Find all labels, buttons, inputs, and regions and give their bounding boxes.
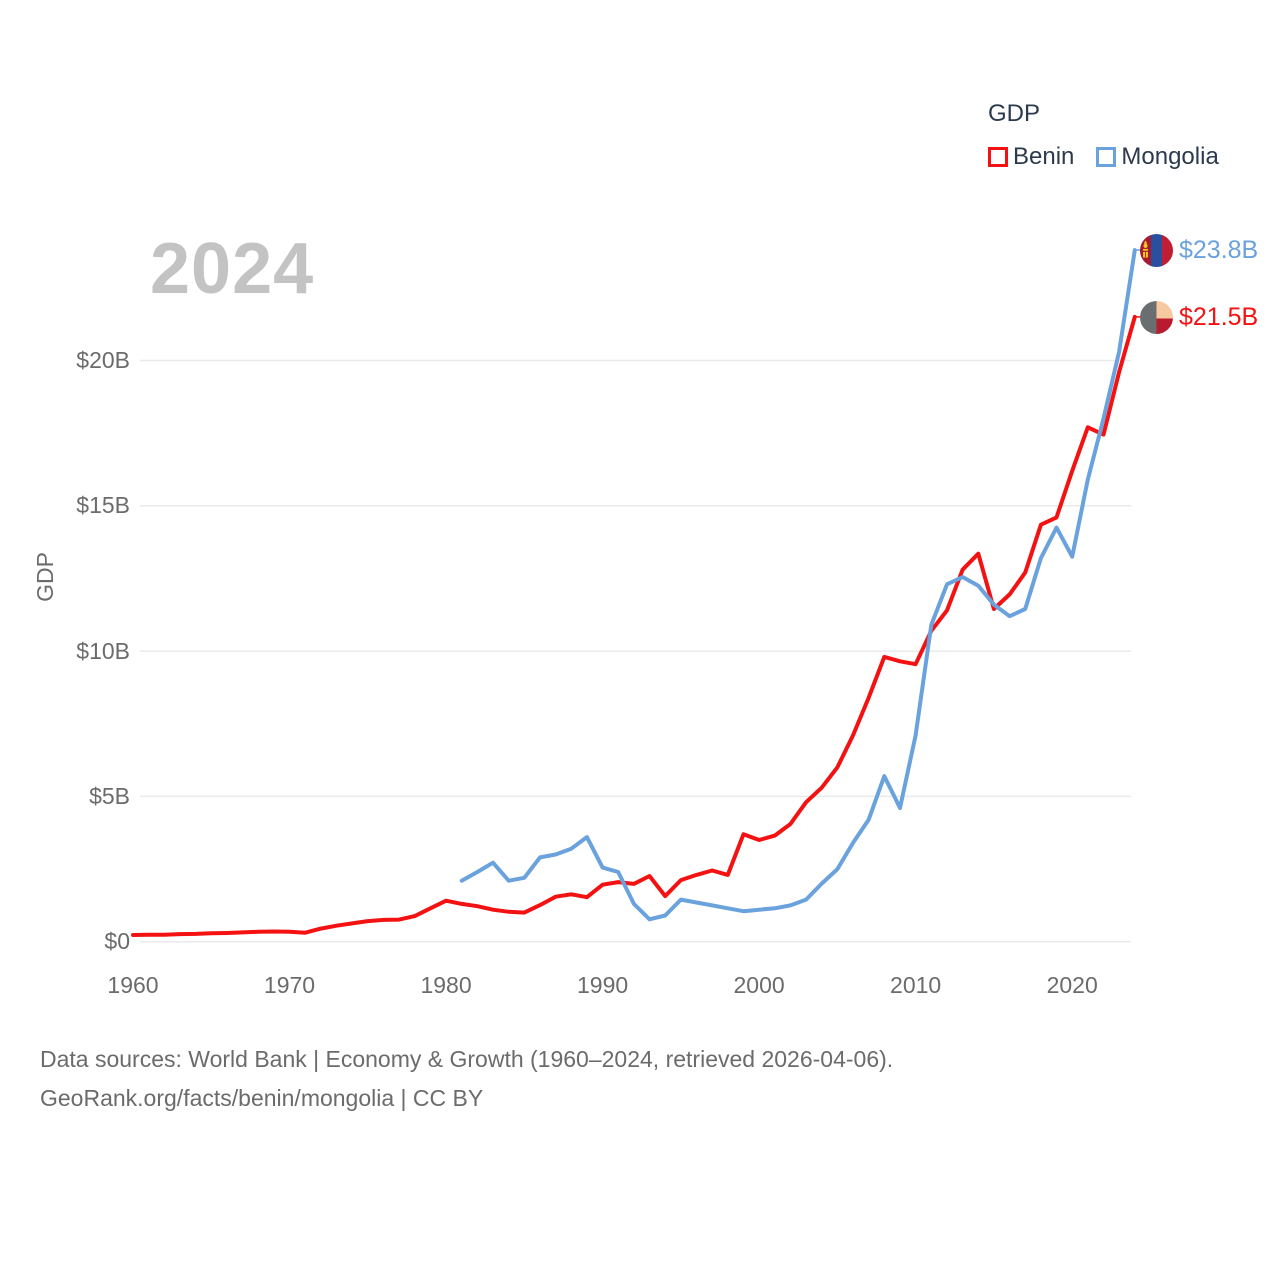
footer-attribution-line: GeoRank.org/facts/benin/mongolia | CC BY — [40, 1085, 484, 1111]
x-tick-label: 2000 — [733, 972, 785, 998]
x-tick-label: 1960 — [107, 972, 159, 998]
benin-end-value: $21.5B — [1179, 303, 1259, 331]
y-tick-label: $15B — [76, 492, 130, 519]
legend: GDP Benin Mongolia — [988, 100, 1219, 171]
y-tick-label: $0 — [104, 928, 130, 955]
end-label-mongolia: $23.8B — [1140, 234, 1258, 267]
benin-swatch-icon — [988, 147, 1008, 167]
mongolia-swatch-icon — [1096, 147, 1117, 167]
x-tick-label: 1970 — [263, 972, 316, 998]
legend-item-benin[interactable]: Benin — [988, 143, 1074, 171]
series-line-benin[interactable] — [131, 314, 1137, 937]
y-tick-label: $10B — [76, 637, 130, 664]
legend-label-mongolia: Mongolia — [1121, 143, 1219, 170]
year-watermark: 2024 — [150, 229, 315, 309]
footer-sources-line: Data sources: World Bank | Economy & Gro… — [40, 1046, 894, 1072]
legend-item-mongolia[interactable]: Mongolia — [1096, 143, 1219, 171]
end-label-benin: $21.5B — [1140, 301, 1258, 334]
mongolia-flag-icon — [1140, 234, 1173, 267]
legend-title: GDP — [988, 100, 1041, 127]
footer: Data sources: World Bank | Economy & Gro… — [40, 1046, 893, 1124]
x-tick-label: 2010 — [890, 972, 942, 998]
series-line-mongolia[interactable] — [459, 248, 1137, 922]
x-tick-label: 2020 — [1046, 972, 1098, 998]
y-axis-title: GDP — [32, 552, 58, 602]
y-tick-label: $20B — [76, 347, 130, 373]
benin-flag-icon — [1140, 301, 1173, 334]
mongolia-end-value: $23.8B — [1179, 236, 1259, 264]
y-tick-label: $5B — [89, 782, 130, 809]
x-tick-label: 1990 — [576, 972, 629, 998]
x-tick-label: 1980 — [420, 972, 472, 998]
legend-label-benin: Benin — [1013, 143, 1075, 170]
